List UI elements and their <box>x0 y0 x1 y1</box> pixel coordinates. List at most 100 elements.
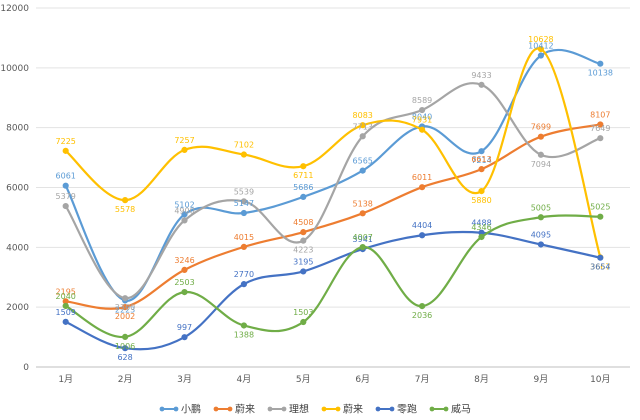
data-point <box>478 233 485 241</box>
data-label: 6061 <box>56 172 76 181</box>
legend-label: 蔚来 <box>235 404 255 416</box>
x-tick-label: 9月 <box>534 374 549 385</box>
data-point <box>181 146 188 153</box>
data-label: 10138 <box>588 69 613 78</box>
data-point <box>359 133 366 140</box>
data-point <box>419 232 426 239</box>
data-point <box>181 289 188 296</box>
data-label: 5686 <box>293 183 313 192</box>
data-point <box>419 302 426 310</box>
data-label: 8040 <box>412 112 432 121</box>
series-line <box>64 230 602 351</box>
data-label: 7225 <box>56 137 76 146</box>
data-point <box>419 106 426 114</box>
legend-swatch-dot <box>267 406 273 412</box>
data-point <box>300 229 307 236</box>
data-point <box>181 211 188 218</box>
data-label: 5578 <box>115 205 135 214</box>
data-label: 4223 <box>293 246 313 255</box>
x-tick-label: 7月 <box>415 374 430 385</box>
x-tick-label: 8月 <box>474 374 489 385</box>
data-label: 6565 <box>353 157 373 166</box>
x-tick-label: 1月 <box>58 374 73 385</box>
data-point <box>240 243 247 250</box>
data-point <box>419 126 426 133</box>
data-label: 6613 <box>471 155 491 164</box>
data-point <box>537 52 545 59</box>
data-label: 10412 <box>528 42 553 51</box>
data-point <box>597 254 604 261</box>
data-label: 7713 <box>353 122 373 131</box>
data-label: 9433 <box>471 71 491 80</box>
legend: 小鹏 蔚来 理想 蔚来 零跑 威马 <box>159 403 471 416</box>
data-point <box>359 167 366 174</box>
axis-layer: 0 2000 4000 6000 8000 10000 12000 1月 2月 3月 4月 5月 6月 7… <box>0 4 610 385</box>
data-label: 3654 <box>590 263 610 272</box>
data-point <box>122 345 129 352</box>
data-point <box>240 322 247 329</box>
data-label: 2503 <box>174 278 194 287</box>
series-layer <box>62 45 604 352</box>
data-point <box>240 209 247 217</box>
data-point <box>300 268 307 275</box>
data-label: 3195 <box>293 257 313 266</box>
data-point <box>537 151 545 158</box>
legend-swatch-dot <box>375 406 381 412</box>
data-point <box>300 237 307 244</box>
data-label: 7094 <box>531 160 551 169</box>
data-point <box>537 214 545 221</box>
data-label: 4015 <box>234 233 254 242</box>
y-tick-label: 12000 <box>0 4 29 14</box>
data-point <box>478 166 485 173</box>
data-label: 2040 <box>56 292 76 301</box>
y-tick-label: 6000 <box>6 184 29 194</box>
legend-label: 零跑 <box>397 403 417 416</box>
data-label: 8083 <box>353 111 373 120</box>
data-label: 8589 <box>412 96 432 105</box>
data-point <box>62 302 69 310</box>
data-label: 5880 <box>471 196 491 205</box>
legend-label: 小鹏 <box>181 403 201 416</box>
data-point <box>597 213 604 220</box>
data-label: 5005 <box>531 203 551 212</box>
x-tick-label: 3月 <box>177 374 192 385</box>
series-line <box>64 123 602 310</box>
legend-item: 零跑 <box>375 403 417 416</box>
data-point <box>300 193 307 200</box>
x-tick-label: 2月 <box>118 374 133 385</box>
data-point <box>240 151 247 158</box>
legend-label: 理想 <box>289 403 309 416</box>
data-label: 4900 <box>174 206 194 215</box>
legend-swatch-dot <box>213 406 219 412</box>
data-point <box>359 122 366 129</box>
series-line <box>64 48 602 302</box>
legend-swatch-dot <box>173 406 179 412</box>
data-point <box>240 198 247 205</box>
data-point <box>62 147 69 154</box>
data-point <box>240 281 247 288</box>
data-label: 3941 <box>353 235 373 244</box>
data-label: 3667 <box>590 262 610 271</box>
data-point <box>597 121 604 128</box>
data-point <box>537 45 545 53</box>
data-point <box>181 217 188 224</box>
data-point <box>181 266 188 273</box>
data-point <box>62 182 69 189</box>
data-label: 2300 <box>115 303 135 312</box>
legend-swatch-dot <box>227 406 233 412</box>
legend-swatch-dot <box>159 406 165 412</box>
data-point <box>122 197 129 204</box>
data-label: 4346 <box>471 223 491 232</box>
data-label: 5539 <box>234 187 254 196</box>
legend-label: 威马 <box>451 403 471 416</box>
data-label: 7214 <box>471 156 491 165</box>
data-label: 7102 <box>234 141 254 150</box>
data-label: 7257 <box>174 136 194 145</box>
series-line <box>64 47 602 259</box>
data-label: 4007 <box>353 233 373 242</box>
x-tick-label: 5月 <box>296 374 311 385</box>
data-label: 7649 <box>590 124 610 133</box>
data-label: 5147 <box>234 199 254 208</box>
legend-item: 威马 <box>429 403 471 416</box>
